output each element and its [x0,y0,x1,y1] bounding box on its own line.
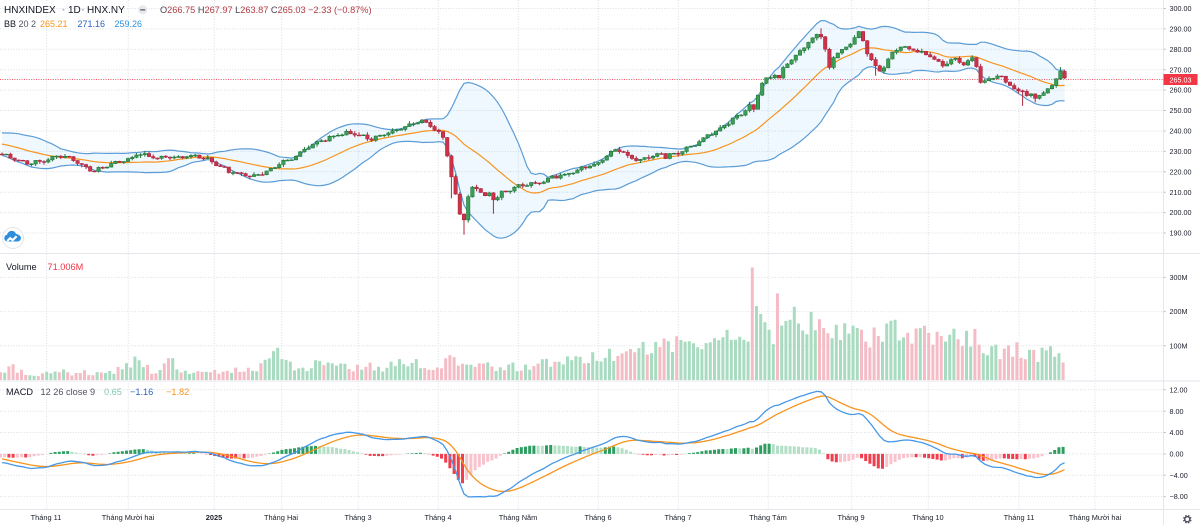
svg-text:230.00: 230.00 [1170,147,1192,156]
svg-text:2025: 2025 [206,513,222,522]
svg-text:Tháng 6: Tháng 6 [584,513,611,522]
svg-text:200.00: 200.00 [1170,208,1192,217]
svg-text:8.00: 8.00 [1170,407,1184,416]
svg-text:300M: 300M [1170,273,1188,282]
svg-text:250.00: 250.00 [1170,106,1192,115]
svg-text:265.03: 265.03 [1170,75,1192,84]
svg-text:Tháng 9: Tháng 9 [837,513,864,522]
svg-text:Tháng 7: Tháng 7 [664,513,691,522]
svg-text:100M: 100M [1170,341,1188,350]
svg-text:280.00: 280.00 [1170,45,1192,54]
svg-text:210.00: 210.00 [1170,188,1192,197]
svg-text:260.00: 260.00 [1170,86,1192,95]
svg-text:190.00: 190.00 [1170,229,1192,238]
svg-text:O266.75 H267.97 L263.87 C265.0: O266.75 H267.97 L263.87 C265.03 −2.33 (−… [160,5,372,15]
svg-text:−4.00: −4.00 [1170,471,1188,480]
svg-text:Tháng Mười hai: Tháng Mười hai [102,513,155,522]
svg-text:HNX.NY: HNX.NY [87,5,125,16]
svg-text:4.00: 4.00 [1170,428,1184,437]
svg-text:Tháng 11: Tháng 11 [31,513,62,522]
svg-text:Tháng 4: Tháng 4 [424,513,451,522]
svg-text:12.00: 12.00 [1170,385,1188,394]
svg-text:Tháng Hai: Tháng Hai [264,513,298,522]
svg-text:270.00: 270.00 [1170,65,1192,74]
svg-text:0.00: 0.00 [1170,450,1184,459]
svg-text:Tháng 10: Tháng 10 [912,513,943,522]
svg-text:290.00: 290.00 [1170,25,1192,34]
svg-text:300.00: 300.00 [1170,4,1192,13]
svg-text:Tháng Mười hai: Tháng Mười hai [1069,513,1122,522]
svg-text:240.00: 240.00 [1170,127,1192,136]
svg-text:Tháng 3: Tháng 3 [344,513,371,522]
svg-text:Tháng Tám: Tháng Tám [749,513,787,522]
svg-text:1D: 1D [68,5,81,16]
svg-text:Tháng 11: Tháng 11 [1004,513,1035,522]
svg-text:220.00: 220.00 [1170,167,1192,176]
svg-text:HNXINDEX: HNXINDEX [4,5,56,16]
svg-text:Tháng Năm: Tháng Năm [499,513,538,522]
svg-text:200M: 200M [1170,307,1188,316]
svg-text:−8.00: −8.00 [1170,492,1188,501]
